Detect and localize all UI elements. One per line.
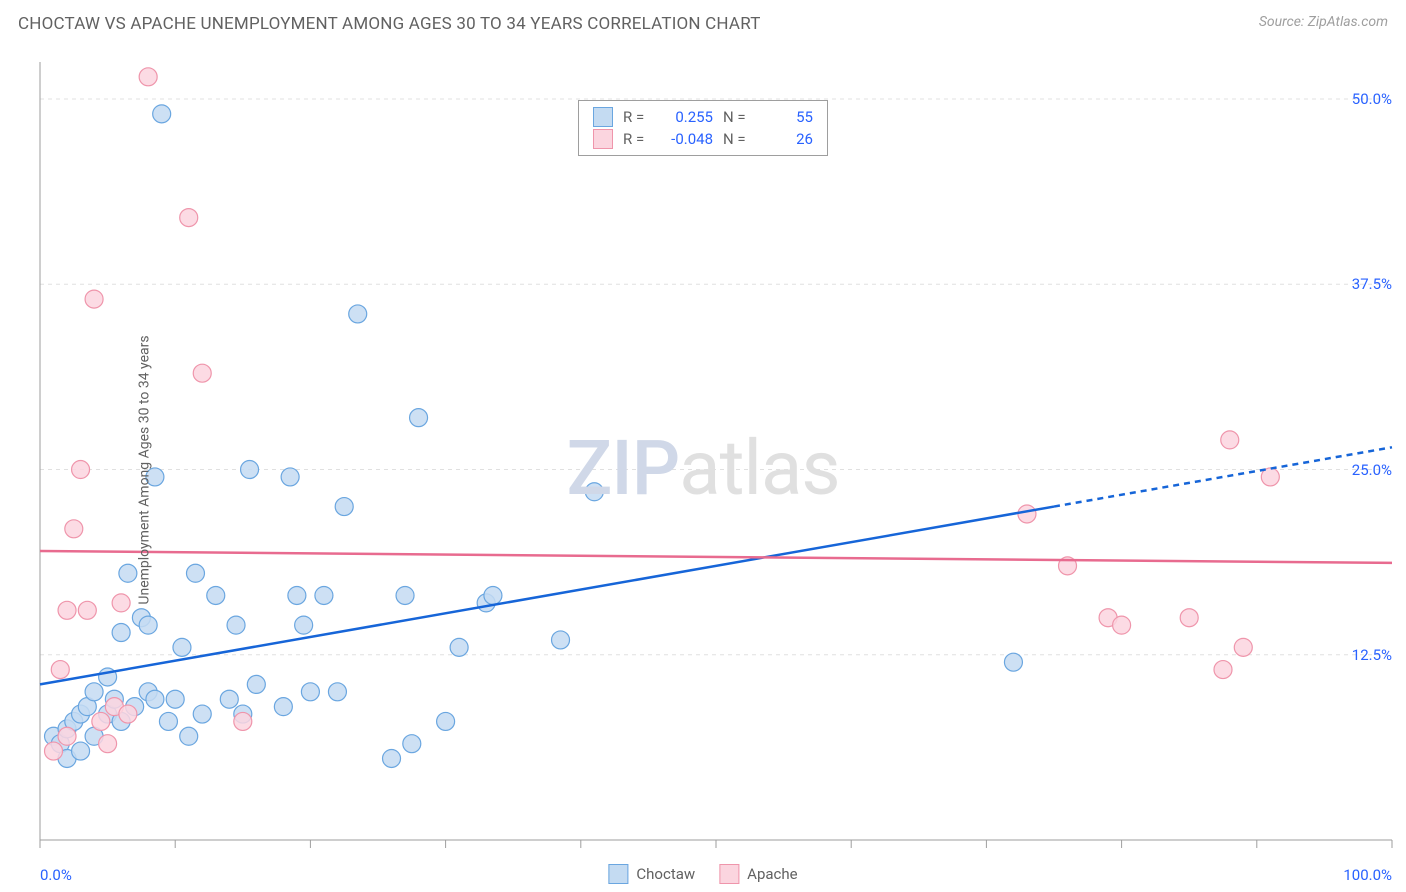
r-value-choctaw: 0.255	[661, 108, 713, 126]
swatch-apache	[719, 864, 739, 884]
scatter-chart	[0, 48, 1406, 892]
n-label: N =	[723, 108, 751, 126]
correlation-legend: R = 0.255 N = 55 R = -0.048 N = 26	[578, 100, 828, 156]
r-label: R =	[623, 108, 651, 126]
y-tick-label: 50.0%	[1352, 90, 1392, 108]
swatch-choctaw	[608, 864, 628, 884]
r-label: R =	[623, 130, 651, 148]
legend-row-choctaw: R = 0.255 N = 55	[593, 107, 813, 127]
legend-item-choctaw: Choctaw	[608, 864, 695, 884]
swatch-apache	[593, 129, 613, 149]
source-attribution: Source: ZipAtlas.com	[1259, 14, 1388, 30]
n-value-choctaw: 55	[761, 108, 813, 126]
r-value-apache: -0.048	[661, 130, 713, 148]
y-tick-label: 37.5%	[1352, 275, 1392, 293]
y-tick-label: 25.0%	[1352, 461, 1392, 479]
n-label: N =	[723, 130, 751, 148]
chart-title: CHOCTAW VS APACHE UNEMPLOYMENT AMONG AGE…	[18, 14, 761, 34]
series-name-choctaw: Choctaw	[636, 865, 695, 883]
y-tick-label: 12.5%	[1352, 646, 1392, 664]
x-axis-min-label: 0.0%	[40, 866, 72, 884]
swatch-choctaw	[593, 107, 613, 127]
x-axis-max-label: 100.0%	[1343, 866, 1392, 884]
series-name-apache: Apache	[747, 865, 797, 883]
legend-item-apache: Apache	[719, 864, 797, 884]
plot-area: Unemployment Among Ages 30 to 34 years Z…	[0, 48, 1406, 892]
y-axis-label: Unemployment Among Ages 30 to 34 years	[137, 335, 153, 604]
legend-row-apache: R = -0.048 N = 26	[593, 129, 813, 149]
n-value-apache: 26	[761, 130, 813, 148]
series-legend: Choctaw Apache	[608, 864, 797, 884]
